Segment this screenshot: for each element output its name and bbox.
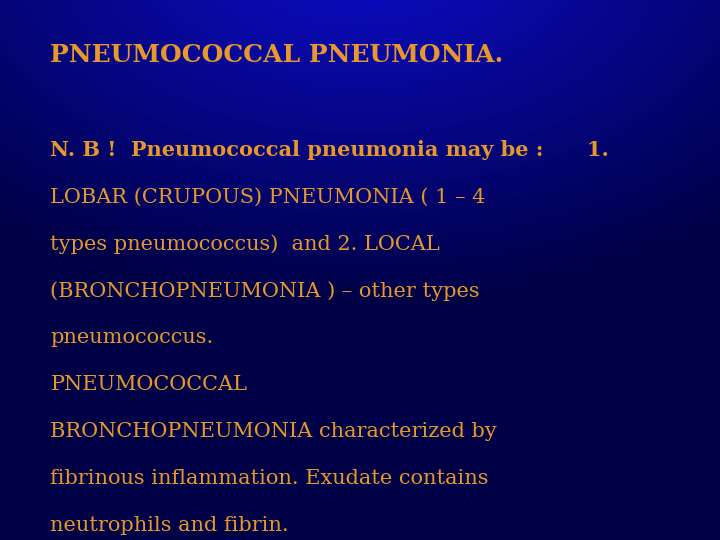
Text: PNEUMOCOCCAL: PNEUMOCOCCAL: [50, 375, 248, 394]
Text: types pneumococcus)  and 2. LOCAL: types pneumococcus) and 2. LOCAL: [50, 234, 440, 254]
Text: neutrophils and fibrin.: neutrophils and fibrin.: [50, 516, 289, 535]
Text: N. B !  Pneumococcal pneumonia may be :      1.: N. B ! Pneumococcal pneumonia may be : 1…: [50, 140, 609, 160]
Text: pneumococcus.: pneumococcus.: [50, 328, 214, 347]
Text: BRONCHOPNEUMONIA characterized by: BRONCHOPNEUMONIA characterized by: [50, 422, 497, 441]
Text: (BRONCHOPNEUMONIA ) – other types: (BRONCHOPNEUMONIA ) – other types: [50, 281, 480, 301]
Text: fibrinous inflammation. Exudate contains: fibrinous inflammation. Exudate contains: [50, 469, 489, 488]
Text: PNEUMOCOCCAL PNEUMONIA.: PNEUMOCOCCAL PNEUMONIA.: [50, 43, 504, 67]
Text: LOBAR (CRUPOUS) PNEUMONIA ( 1 – 4: LOBAR (CRUPOUS) PNEUMONIA ( 1 – 4: [50, 187, 486, 206]
